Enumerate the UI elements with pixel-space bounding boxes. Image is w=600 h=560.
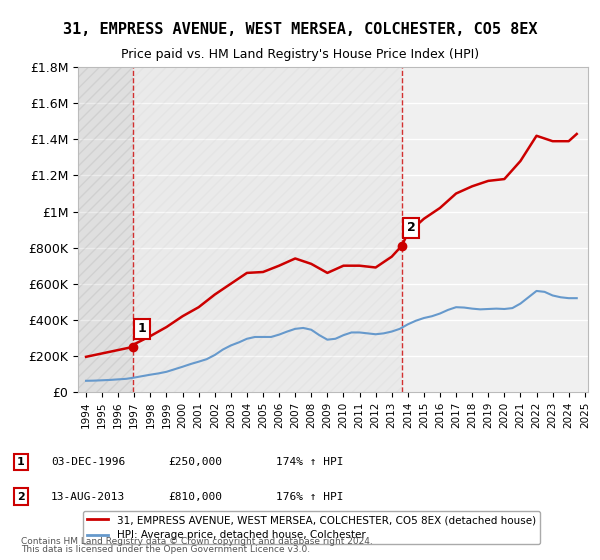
Text: Contains HM Land Registry data © Crown copyright and database right 2024.: Contains HM Land Registry data © Crown c… — [21, 537, 373, 546]
Text: This data is licensed under the Open Government Licence v3.0.: This data is licensed under the Open Gov… — [21, 545, 310, 554]
Bar — [133, 67, 401, 392]
Text: £250,000: £250,000 — [168, 457, 222, 467]
Text: 13-AUG-2013: 13-AUG-2013 — [51, 492, 125, 502]
Text: 2: 2 — [17, 492, 25, 502]
Text: Price paid vs. HM Land Registry's House Price Index (HPI): Price paid vs. HM Land Registry's House … — [121, 48, 479, 60]
Legend: 31, EMPRESS AVENUE, WEST MERSEA, COLCHESTER, CO5 8EX (detached house), HPI: Aver: 31, EMPRESS AVENUE, WEST MERSEA, COLCHES… — [83, 511, 540, 544]
Bar — [78, 67, 133, 392]
Text: £810,000: £810,000 — [168, 492, 222, 502]
Text: 2: 2 — [407, 221, 415, 235]
Text: 174% ↑ HPI: 174% ↑ HPI — [276, 457, 343, 467]
Text: 1: 1 — [17, 457, 25, 467]
Text: 1: 1 — [138, 323, 146, 335]
Text: 03-DEC-1996: 03-DEC-1996 — [51, 457, 125, 467]
Text: 176% ↑ HPI: 176% ↑ HPI — [276, 492, 343, 502]
Text: 31, EMPRESS AVENUE, WEST MERSEA, COLCHESTER, CO5 8EX: 31, EMPRESS AVENUE, WEST MERSEA, COLCHES… — [63, 22, 537, 38]
